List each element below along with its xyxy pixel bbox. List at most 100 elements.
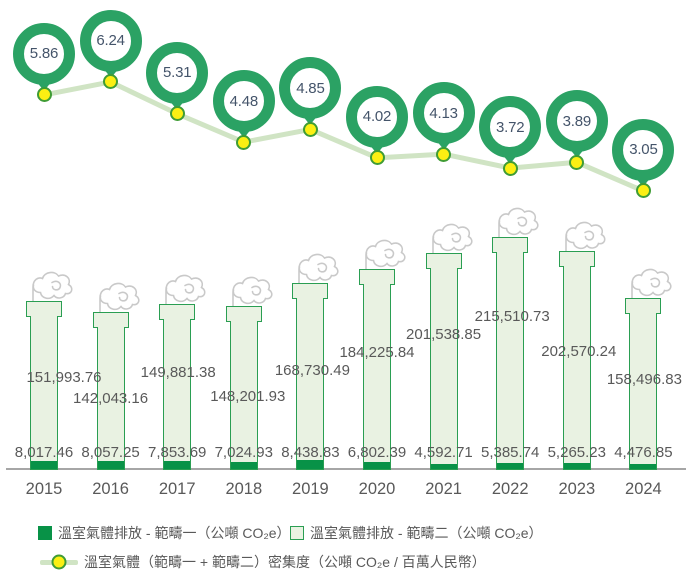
scope1-value-label: 4,476.85 [614,444,673,461]
year-label: 2018 [225,480,263,498]
intensity-value: 3.05 [629,141,658,159]
donut-tail-icon [102,67,119,78]
x-axis-line [6,468,686,471]
chimney-cap [225,306,262,323]
scope2-value-label: 215,510.73 [474,308,550,325]
intensity-donut: 3.72 [479,96,542,165]
bar-scope1 [230,461,257,469]
scope1-value-label: 8,057.25 [81,444,140,461]
chimney-cap [159,303,196,320]
intensity-value: 3.72 [495,118,525,136]
bar-scope2 [363,283,391,470]
bar-scope2 [229,321,258,470]
line-dot-icon [51,554,67,570]
scope2-value-label: 151,993.76 [26,369,102,386]
intensity-value: 3.89 [562,112,592,130]
legend-label-scope2: 溫室氣體排放 - 範疇二（公噸 CO₂e） [310,525,543,541]
chimney-cap [625,298,662,315]
smoke-icon [291,250,341,286]
scope2-value-label: 201,538.85 [406,326,482,343]
scope2-value-label: 148,201.93 [210,388,286,405]
line-point-dot [302,121,318,137]
bar-scope2 [429,267,458,470]
line-point-dot [369,150,385,166]
chimney-cap [359,268,395,285]
bar-scope1 [497,463,524,469]
year-label: 2016 [92,480,129,498]
scope1-value-label: 7,853.69 [147,444,207,461]
smoke-icon [624,265,674,301]
legend-label-scope1: 溫室氣體排放 - 範疇一（公噸 CO₂e） [58,525,291,541]
scope2-value-label: 168,730.49 [274,362,350,379]
scope2-value-label: 184,225.84 [339,344,415,361]
intensity-donut: 4.13 [412,82,475,151]
smoke-icon [158,271,208,307]
line-point-dot [169,106,185,122]
line-point-dot [569,154,585,170]
bar-scope2 [296,298,325,470]
scope1-swatch-icon [38,526,52,540]
scope1-value-label: 6,802.39 [347,444,407,461]
bar-scope2 [496,252,525,470]
scope1-value-label: 7,024.93 [214,444,273,461]
legend-label-intensity: 溫室氣體（範疇一 + 範疇二）密集度（公噸 CO₂e / 百萬人民幣） [84,554,486,570]
line-point-dot [635,183,651,199]
line-point-dot [236,134,252,150]
scope2-value-label: 158,496.83 [606,371,682,388]
intensity-value: 4.13 [429,104,458,122]
intensity-value: 4.02 [362,108,392,126]
bar-scope1 [164,460,191,469]
legend-item-scope2: 溫室氣體排放 - 範疇二（公噸 CO₂e） [290,523,543,543]
smoke-icon [558,218,608,254]
intensity-donut: 3.05 [612,118,675,187]
line-swatch-icon [40,554,78,570]
bar-scope1 [630,464,657,469]
line-point-dot [36,87,52,103]
year-label: 2023 [558,480,596,498]
scope2-value-label: 149,881.38 [140,364,216,381]
intensity-donut: 3.89 [545,90,608,159]
chimney-cap [492,237,529,253]
intensity-donut: 5.31 [146,41,209,110]
intensity-donut: 5.86 [13,22,75,91]
chimney-cap [92,311,129,328]
line-point-dot [103,74,119,90]
chimney-cap [425,252,462,269]
smoke-icon [358,236,408,272]
bar-scope2 [629,313,658,470]
scope1-value-label: 4,592.71 [414,444,473,461]
intensity-value: 4.85 [296,79,325,97]
smoke-icon [92,279,142,315]
bar-scope1 [364,461,390,469]
smoke-icon [425,220,475,256]
year-label: 2015 [25,480,63,498]
intensity-donut: 4.85 [279,57,342,126]
line-point-dot [436,146,452,162]
legend-item-scope1: 溫室氣體排放 - 範疇一（公噸 CO₂e） [38,523,291,543]
chimney-cap [26,301,62,318]
bar-scope2 [163,318,192,470]
smoke-icon [25,268,75,305]
intensity-value: 6.24 [96,32,125,50]
scope1-value-label: 8,438.83 [281,444,340,461]
bar-scope1 [430,464,457,469]
intensity-value: 4.48 [229,92,259,110]
chimney-cap [558,250,595,267]
bar-scope2 [96,326,125,470]
bar-scope1 [97,460,124,469]
year-label: 2019 [292,480,329,498]
scope1-value-label: 5,385.74 [480,444,540,461]
intensity-value: 5.86 [29,45,59,63]
scope2-swatch-icon [290,526,304,540]
year-label: 2024 [625,480,662,498]
smoke-icon [491,204,541,240]
intensity-donut: 4.02 [346,85,408,154]
bar-scope2 [30,316,58,470]
scope1-value-label: 8,017.46 [14,444,74,461]
intensity-donut: 4.48 [212,70,275,139]
bar-scope1 [563,463,590,469]
chimney-cap [292,283,329,300]
legend-item-intensity: 溫室氣體（範疇一 + 範疇二）密集度（公噸 CO₂e / 百萬人民幣） [40,552,486,572]
year-label: 2017 [158,480,196,498]
